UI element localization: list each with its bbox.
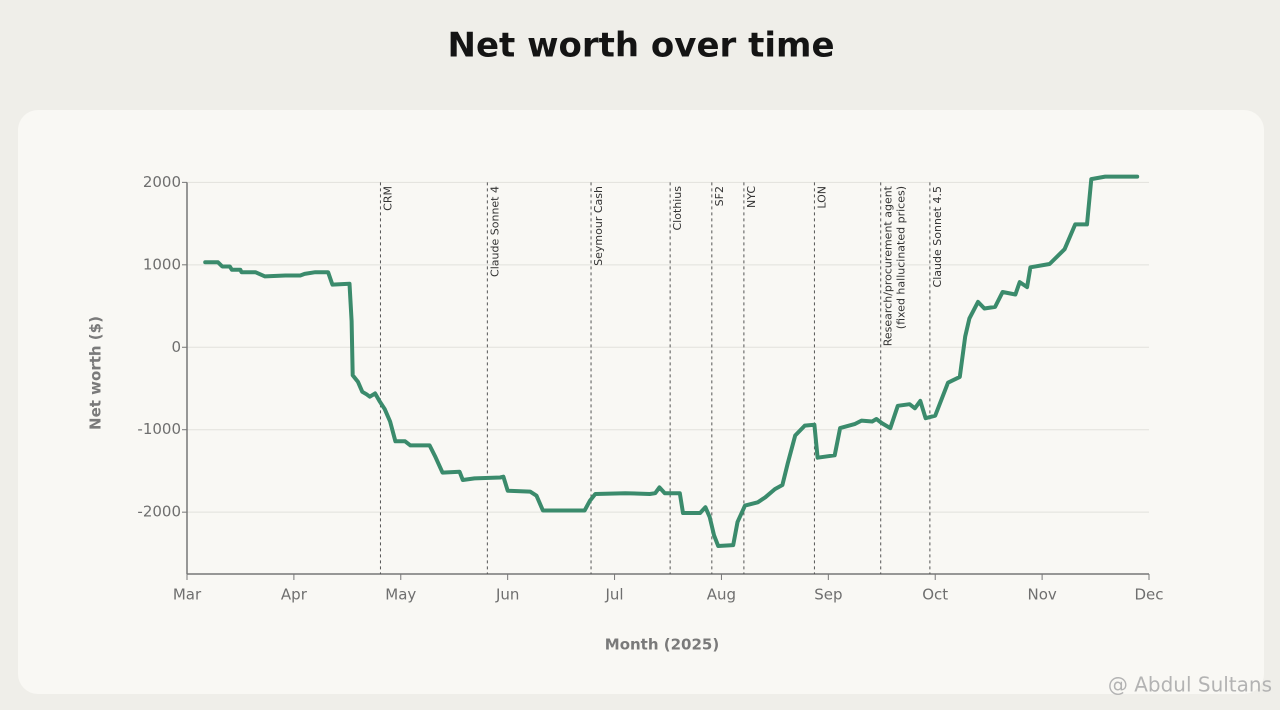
annotation-label: (fixed hallucinated prices) — [895, 186, 908, 329]
y-tick-label: -1000 — [137, 420, 181, 438]
y-tick-label: 1000 — [143, 255, 181, 273]
watermark: @ Abdul Sultans — [1108, 673, 1272, 697]
chart-title: Net worth over time — [447, 26, 834, 66]
x-axis-title: Month (2025) — [605, 636, 719, 654]
y-tick-label: 2000 — [143, 173, 181, 191]
x-tick-label: Aug — [707, 586, 736, 604]
x-tick-label: Dec — [1134, 586, 1163, 604]
annotation-label: Claude Sonnet 4 — [488, 186, 501, 277]
annotation-label: LON — [815, 186, 828, 209]
y-tick-label: 0 — [171, 338, 181, 356]
annotation-label: NYC — [745, 186, 758, 208]
net-worth-line — [203, 174, 1140, 548]
x-tick-label: Mar — [173, 586, 202, 604]
x-tick-label: Apr — [281, 586, 308, 604]
annotation-label: CRM — [381, 186, 394, 211]
x-tick-label: Jul — [605, 586, 624, 604]
annotation-label: Seymour Cash — [592, 186, 605, 266]
card — [18, 110, 1264, 694]
y-axis-title: Net worth ($) — [87, 316, 105, 430]
annotation-label: Research/procurement agent — [882, 185, 895, 346]
x-tick-label: Sep — [814, 586, 842, 604]
x-tick-label: Nov — [1027, 586, 1056, 604]
x-tick-label: Jun — [495, 586, 519, 604]
x-tick-label: Oct — [922, 586, 948, 604]
annotation-label: Claude Sonnet 4.5 — [931, 186, 944, 287]
y-tick-label: -2000 — [137, 503, 181, 521]
annotation-label: Clothius — [671, 186, 684, 231]
x-tick-label: May — [385, 586, 416, 604]
annotation-label: SF2 — [713, 186, 726, 206]
